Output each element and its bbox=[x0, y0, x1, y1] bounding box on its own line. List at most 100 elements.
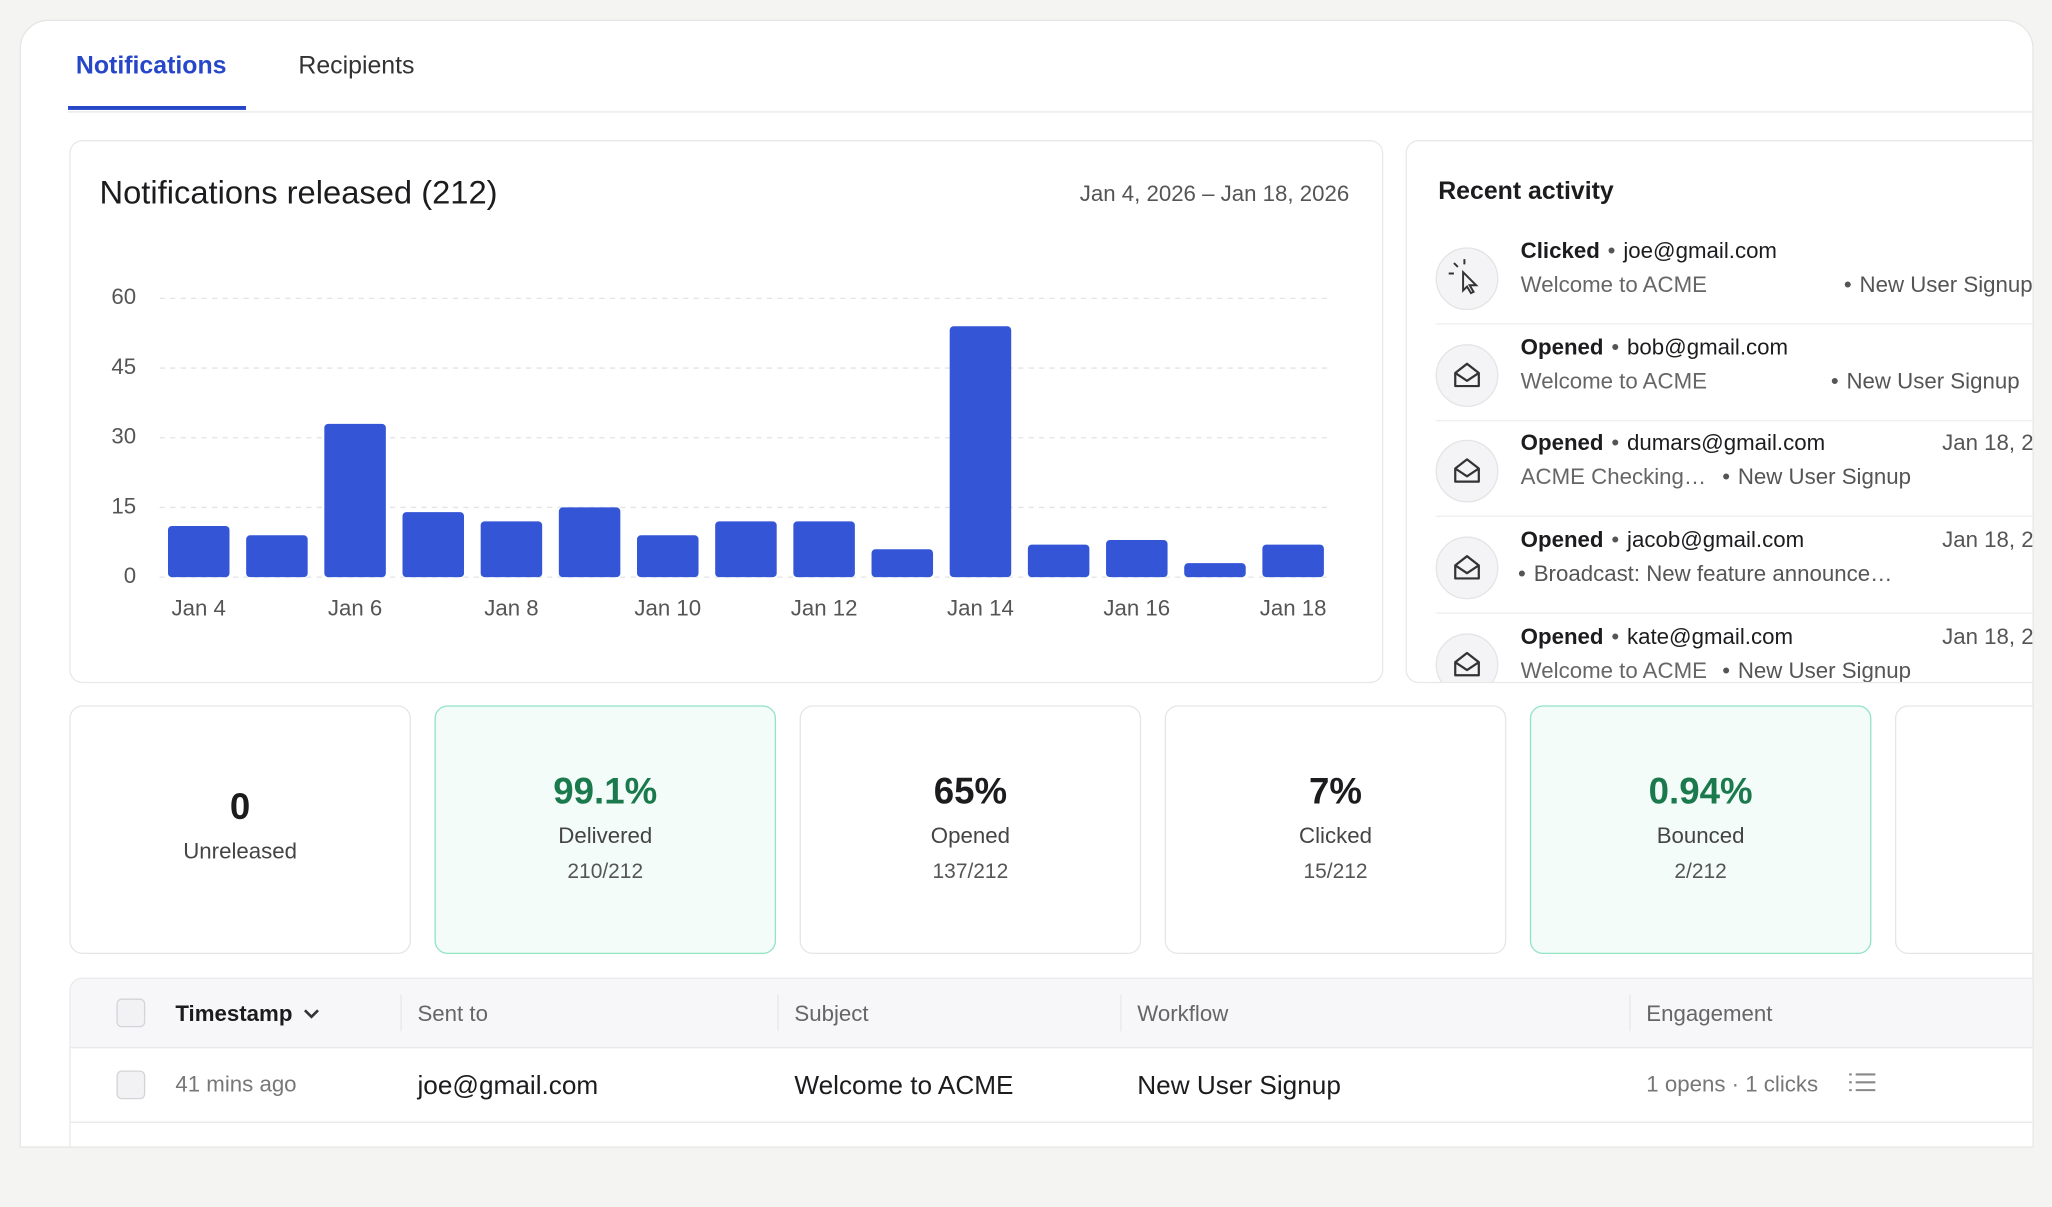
bar bbox=[637, 535, 699, 578]
activity-divider bbox=[1435, 323, 2033, 325]
activity-date: Jan 18, 2026 bbox=[1942, 527, 2034, 553]
bar bbox=[167, 526, 230, 578]
x-tick-label: Jan 10 bbox=[634, 596, 701, 621]
checkbox bbox=[116, 998, 146, 1028]
sort-icon[interactable] bbox=[303, 1008, 321, 1021]
x-tick-label: Jan 12 bbox=[791, 596, 858, 621]
stat-card: 7% Clicked 15/212 bbox=[1164, 705, 1507, 955]
y-tick-label: 30 bbox=[111, 424, 136, 449]
bar bbox=[402, 512, 465, 578]
table-cell: 1 opens · 1 clicks bbox=[1646, 1071, 1819, 1097]
x-tick-label: Jan 6 bbox=[328, 596, 382, 621]
activity-subject: ACME Checking… bbox=[1520, 465, 1707, 490]
column-divider bbox=[1120, 994, 1122, 1032]
activity-headline: Openedkate@gmail.com bbox=[1521, 624, 1793, 650]
activity-date: Jan 18, 2026 bbox=[1942, 431, 2034, 456]
stat-card: 65% Opened 137/212 bbox=[799, 705, 1142, 955]
activity-divider bbox=[1435, 612, 2033, 614]
activity-action: Opened bbox=[1520, 334, 1604, 360]
bar bbox=[1262, 544, 1324, 578]
date-range: Jan 4, 2026 – Jan 18, 2026 bbox=[1080, 181, 1350, 206]
list-icon[interactable] bbox=[1848, 1070, 1877, 1094]
column-header: Subject bbox=[794, 1001, 869, 1026]
details-icon bbox=[1848, 1070, 1877, 1100]
bar bbox=[715, 521, 777, 578]
activity-icon bbox=[1435, 343, 1499, 407]
bar bbox=[871, 549, 934, 578]
activity-subject: Welcome to ACME bbox=[1520, 657, 1707, 683]
column-header: Engagement bbox=[1646, 1001, 1773, 1026]
panel-title: Recent activity bbox=[1438, 177, 1614, 206]
notifications-table: Timestamp Sent to Subject Workflow Engagemen… bbox=[69, 977, 2033, 1147]
activity-headline: Openeddumars@gmail.com bbox=[1521, 431, 1825, 457]
activity-action: Opened bbox=[1520, 623, 1604, 649]
activity-headline: Openedbob@gmail.com bbox=[1521, 335, 1788, 361]
stat-card: 0.94% Bounced 2/212 bbox=[1529, 705, 1872, 955]
stat-detail: 210/212 bbox=[567, 861, 644, 884]
stat-value: 65% bbox=[933, 770, 1008, 812]
bar bbox=[793, 521, 855, 578]
table-cell: New User Signup bbox=[1137, 1071, 1341, 1101]
table-cell: 41 mins ago bbox=[175, 1071, 297, 1097]
activity-headline: Openedjacob@gmail.com bbox=[1521, 528, 1804, 554]
activity-icon bbox=[1435, 536, 1499, 600]
stat-detail: 2/212 bbox=[1674, 861, 1727, 884]
app-window: Notifications Recipients Recent activity… bbox=[19, 19, 2034, 1148]
activity-workflow: New User Signup bbox=[1714, 658, 1911, 682]
tab-recipients[interactable]: Recipients bbox=[298, 52, 415, 80]
bar bbox=[1027, 544, 1090, 578]
chart-panel bbox=[69, 140, 1384, 684]
stat-label: Clicked bbox=[1299, 823, 1372, 849]
stat-label: Opened bbox=[930, 823, 1010, 849]
envelope-icon bbox=[1454, 362, 1480, 387]
activity-workflow: New User Signup bbox=[1836, 272, 2033, 298]
x-tick-label: Jan 8 bbox=[484, 596, 538, 621]
bar bbox=[1184, 563, 1246, 578]
recent-activity-panel: Recent activity Clickedjoe@gmail.com Welc… bbox=[1405, 140, 2034, 684]
activity-icon bbox=[1435, 247, 1499, 311]
activity-email: jacob@gmail.com bbox=[1604, 528, 1805, 553]
column-header: Sent to bbox=[417, 1001, 488, 1026]
activity-email: bob@gmail.com bbox=[1604, 335, 1789, 360]
tab-underline bbox=[68, 106, 247, 110]
envelope-icon bbox=[1454, 651, 1480, 677]
x-tick-label: Jan 16 bbox=[1103, 596, 1170, 621]
activity-action: Opened bbox=[1520, 431, 1604, 456]
y-tick-label: 45 bbox=[111, 354, 136, 379]
bar bbox=[558, 507, 621, 578]
bar bbox=[1106, 539, 1168, 578]
bar bbox=[949, 326, 1012, 578]
x-tick-label: Jan 4 bbox=[172, 596, 226, 621]
stat-detail: 15/212 bbox=[1303, 861, 1368, 884]
row-divider bbox=[70, 1121, 2033, 1123]
checkbox bbox=[116, 1070, 146, 1100]
activity-subject: Welcome to ACME bbox=[1520, 272, 1707, 298]
stat-value: 7% bbox=[1309, 770, 1362, 812]
activity-workflow: New User Signup bbox=[1714, 465, 1911, 491]
activity-date: Jan 18, 2026 bbox=[1942, 623, 2034, 649]
column-divider bbox=[1629, 994, 1631, 1032]
activity-divider bbox=[1435, 516, 2033, 518]
tab-divider bbox=[68, 111, 2033, 113]
activity-email: joe@gmail.com bbox=[1600, 238, 1777, 263]
stat-label: Unreleased bbox=[183, 838, 298, 864]
x-tick-label: Jan 14 bbox=[947, 596, 1014, 621]
column-divider bbox=[777, 994, 779, 1032]
tab-notifications[interactable]: Notifications bbox=[75, 52, 227, 80]
stat-value: 0 bbox=[229, 786, 251, 828]
stat-card: 0 Unreleased bbox=[69, 705, 411, 955]
stat-card: 0Co bbox=[1894, 705, 2033, 955]
activity-action: Opened bbox=[1520, 527, 1604, 553]
bar bbox=[324, 423, 386, 578]
activity-email: kate@gmail.com bbox=[1604, 624, 1794, 649]
activity-workflow: New User Signup bbox=[1823, 369, 2019, 395]
stat-detail: 137/212 bbox=[932, 861, 1009, 884]
stat-value: 0.94% bbox=[1648, 770, 1753, 812]
stat-label: Bounced bbox=[1656, 823, 1745, 849]
cursor-icon bbox=[1448, 259, 1479, 295]
x-tick-label: Jan 18 bbox=[1260, 596, 1327, 621]
column-divider bbox=[400, 994, 402, 1032]
